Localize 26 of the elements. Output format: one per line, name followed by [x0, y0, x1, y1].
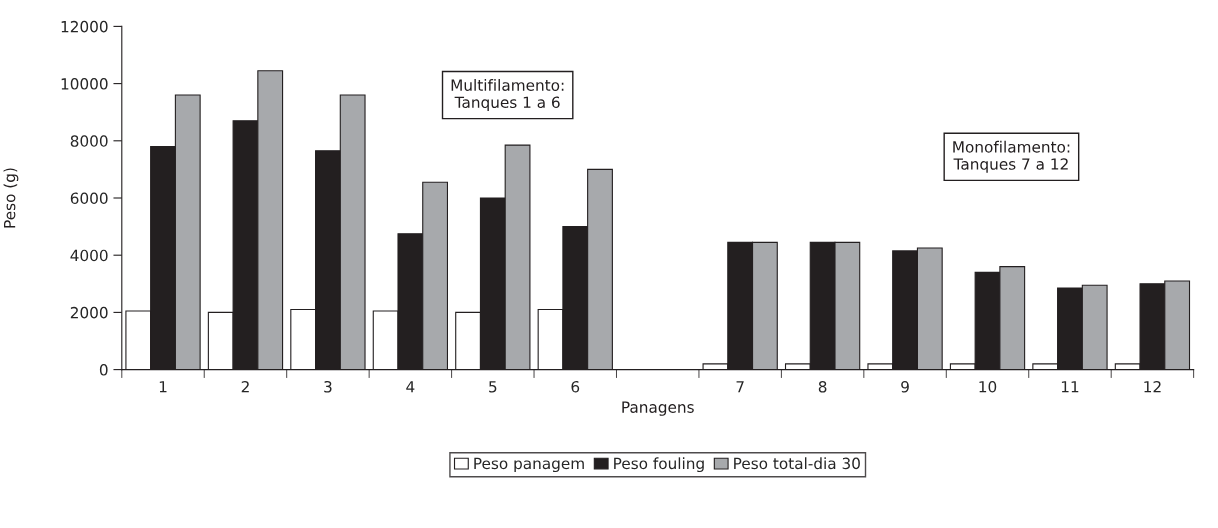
- y-tick-label: 10000: [61, 78, 108, 90]
- y-tick-label: 6000: [70, 192, 108, 205]
- x-tick-label: 12: [1144, 380, 1161, 393]
- y-tick-label: 8000: [70, 135, 108, 147]
- y-tick-label: 2000: [70, 306, 108, 319]
- legend-label: Peso fouling: [614, 457, 704, 473]
- y-axis-title: Peso (g): [3, 168, 19, 228]
- x-tick-label: 6: [571, 380, 580, 393]
- annotation: Multifilamento: Tanques 1 a 6: [451, 79, 564, 111]
- legend-label: Peso panagem: [474, 457, 584, 473]
- x-tick-label: 8: [818, 380, 827, 393]
- x-tick-label: 1: [159, 381, 167, 393]
- x-tick-label: 5: [489, 381, 497, 393]
- x-tick-label: 3: [324, 380, 332, 393]
- x-tick-label: 11: [1061, 381, 1079, 393]
- legend-label: Peso total-dia 30: [734, 457, 860, 470]
- y-tick-label: 12000: [61, 20, 108, 33]
- y-tick-label: 4000: [70, 249, 108, 262]
- y-tick-label: 0: [99, 364, 108, 376]
- x-tick-label: 10: [979, 380, 997, 393]
- x-tick-label: 7: [736, 381, 744, 393]
- x-tick-label: 2: [241, 380, 249, 393]
- x-axis-title: Panagens: [622, 401, 694, 416]
- x-tick-label: 4: [406, 381, 415, 393]
- annotation: Monofilamento: Tanques 7 a 12: [953, 140, 1070, 173]
- x-tick-label: 9: [901, 380, 909, 393]
